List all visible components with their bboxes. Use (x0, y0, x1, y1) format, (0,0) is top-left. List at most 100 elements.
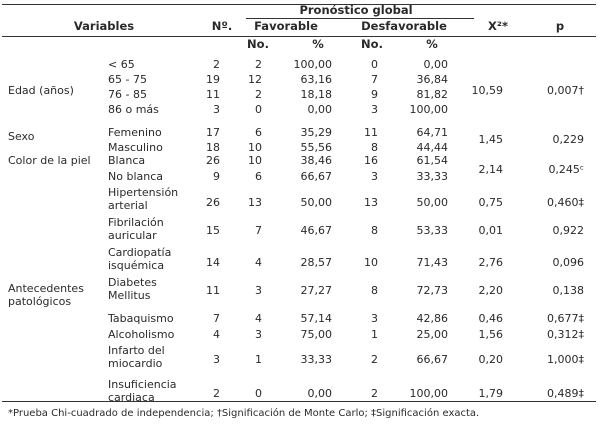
cell-desf-pct: 42,86 (416, 312, 449, 325)
cell-x2: 0,01 (478, 224, 504, 237)
table-row-category: Hipertensión arterial (108, 186, 179, 212)
group-x2: 1,45 (478, 133, 504, 146)
cell-n: 11 (206, 88, 220, 101)
table-rule (2, 4, 596, 6)
cell-fav-no: 6 (255, 170, 262, 183)
cell-n: 2 (213, 387, 220, 400)
table-rule (2, 36, 596, 37)
cell-fav-pct: 28,57 (300, 256, 333, 269)
cell-fav-pct: 100,00 (293, 58, 333, 71)
cell-desf-no: 0 (371, 58, 378, 71)
cell-fav-pct: 75,00 (300, 328, 333, 341)
cell-p: 0,138 (552, 284, 585, 297)
header-p: p (555, 19, 565, 33)
table-row-category: Infarto del miocardio (108, 344, 165, 370)
cell-n: 9 (213, 170, 220, 183)
cell-desf-no: 13 (364, 196, 378, 209)
cell-desf-pct: 53,33 (416, 224, 449, 237)
cell-n: 2 (213, 58, 220, 71)
cell-n: 26 (206, 154, 220, 167)
cell-desf-pct: 36,84 (416, 73, 449, 86)
cell-fav-no: 6 (255, 126, 262, 139)
cell-desf-pct: 25,00 (416, 328, 449, 341)
cell-desf-pct: 33,33 (416, 170, 449, 183)
table-row-category: Blanca (108, 154, 146, 167)
cell-fav-pct: 38,46 (300, 154, 333, 167)
group-label: Sexo (8, 130, 35, 143)
group-x2: 2,14 (478, 163, 504, 176)
cell-fav-no: 4 (255, 256, 262, 269)
header-desfavorable: Desfavorable (361, 19, 447, 33)
cell-desf-no: 10 (364, 256, 378, 269)
header-x2: X²* (488, 19, 508, 33)
cell-x2: 0,20 (478, 353, 504, 366)
cell-fav-no: 10 (248, 141, 262, 154)
cell-n: 4 (213, 328, 220, 341)
table-row-category: Alcoholismo (108, 328, 175, 341)
cell-desf-pct: 100,00 (409, 387, 449, 400)
cell-p: 0,922 (552, 224, 585, 237)
cell-x2: 2,20 (478, 284, 504, 297)
cell-desf-no: 3 (371, 312, 378, 325)
cell-fav-no: 0 (255, 387, 262, 400)
cell-desf-no: 8 (371, 284, 378, 297)
cell-p: 1,000‡ (547, 353, 584, 366)
cell-n: 11 (206, 284, 220, 297)
cell-desf-no: 1 (371, 328, 378, 341)
cell-p: 0,677‡ (547, 312, 584, 325)
table-row-category: Femenino (108, 126, 162, 139)
table-row-category: 86 o más (108, 103, 159, 116)
cell-desf-no: 8 (371, 224, 378, 237)
table-row-category: Diabetes Mellitus (108, 276, 157, 302)
header-no-fav: No. (247, 37, 269, 51)
cell-fav-pct: 18,18 (300, 88, 333, 101)
cell-fav-no: 0 (255, 103, 262, 116)
group-label: Edad (años) (8, 84, 74, 97)
cell-fav-pct: 50,00 (300, 196, 333, 209)
cell-desf-no: 9 (371, 88, 378, 101)
cell-desf-no: 2 (371, 353, 378, 366)
header-pct-fav: % (312, 37, 324, 51)
header-favorable: Favorable (254, 19, 318, 33)
cell-fav-pct: 35,29 (300, 126, 333, 139)
cell-n: 15 (206, 224, 220, 237)
cell-fav-pct: 55,56 (300, 141, 333, 154)
cell-fav-pct: 33,33 (300, 353, 333, 366)
cell-desf-pct: 64,71 (416, 126, 449, 139)
cell-fav-no: 7 (255, 224, 262, 237)
cell-fav-no: 2 (255, 88, 262, 101)
cell-desf-pct: 71,43 (416, 256, 449, 269)
cell-n: 19 (206, 73, 220, 86)
cell-desf-pct: 72,73 (416, 284, 449, 297)
table-row-category: Fibrilación auricular (108, 216, 164, 242)
cell-desf-no: 3 (371, 103, 378, 116)
group-p: 0,229 (552, 133, 585, 146)
footnote: *Prueba Chi-cuadrado de independencia; †… (8, 408, 480, 419)
cell-fav-pct: 63,16 (300, 73, 333, 86)
cell-x2: 1,56 (478, 328, 504, 341)
group-p: 0,245ᶜ (548, 163, 584, 176)
cell-fav-no: 3 (255, 284, 262, 297)
cell-n: 14 (206, 256, 220, 269)
group-x2: 10,59 (471, 84, 504, 97)
cell-fav-pct: 27,27 (300, 284, 333, 297)
cell-fav-no: 10 (248, 154, 262, 167)
group-label: Color de la piel (8, 154, 91, 167)
cell-desf-pct: 81,82 (416, 88, 449, 101)
header-n: Nº. (211, 19, 233, 33)
cell-x2: 2,76 (478, 256, 504, 269)
cell-n: 3 (213, 103, 220, 116)
cell-fav-pct: 57,14 (300, 312, 333, 325)
cell-fav-pct: 46,67 (300, 224, 333, 237)
header-pct-desf: % (426, 37, 438, 51)
header-no-desf: No. (361, 37, 383, 51)
cell-n: 18 (206, 141, 220, 154)
table-row-category: < 65 (108, 58, 135, 71)
cell-p: 0,312‡ (547, 328, 584, 341)
cell-desf-pct: 44,44 (416, 141, 449, 154)
cell-desf-pct: 100,00 (409, 103, 449, 116)
table-row-category: Tabaquismo (108, 312, 174, 325)
cell-fav-no: 3 (255, 328, 262, 341)
cell-x2: 0,46 (478, 312, 504, 325)
